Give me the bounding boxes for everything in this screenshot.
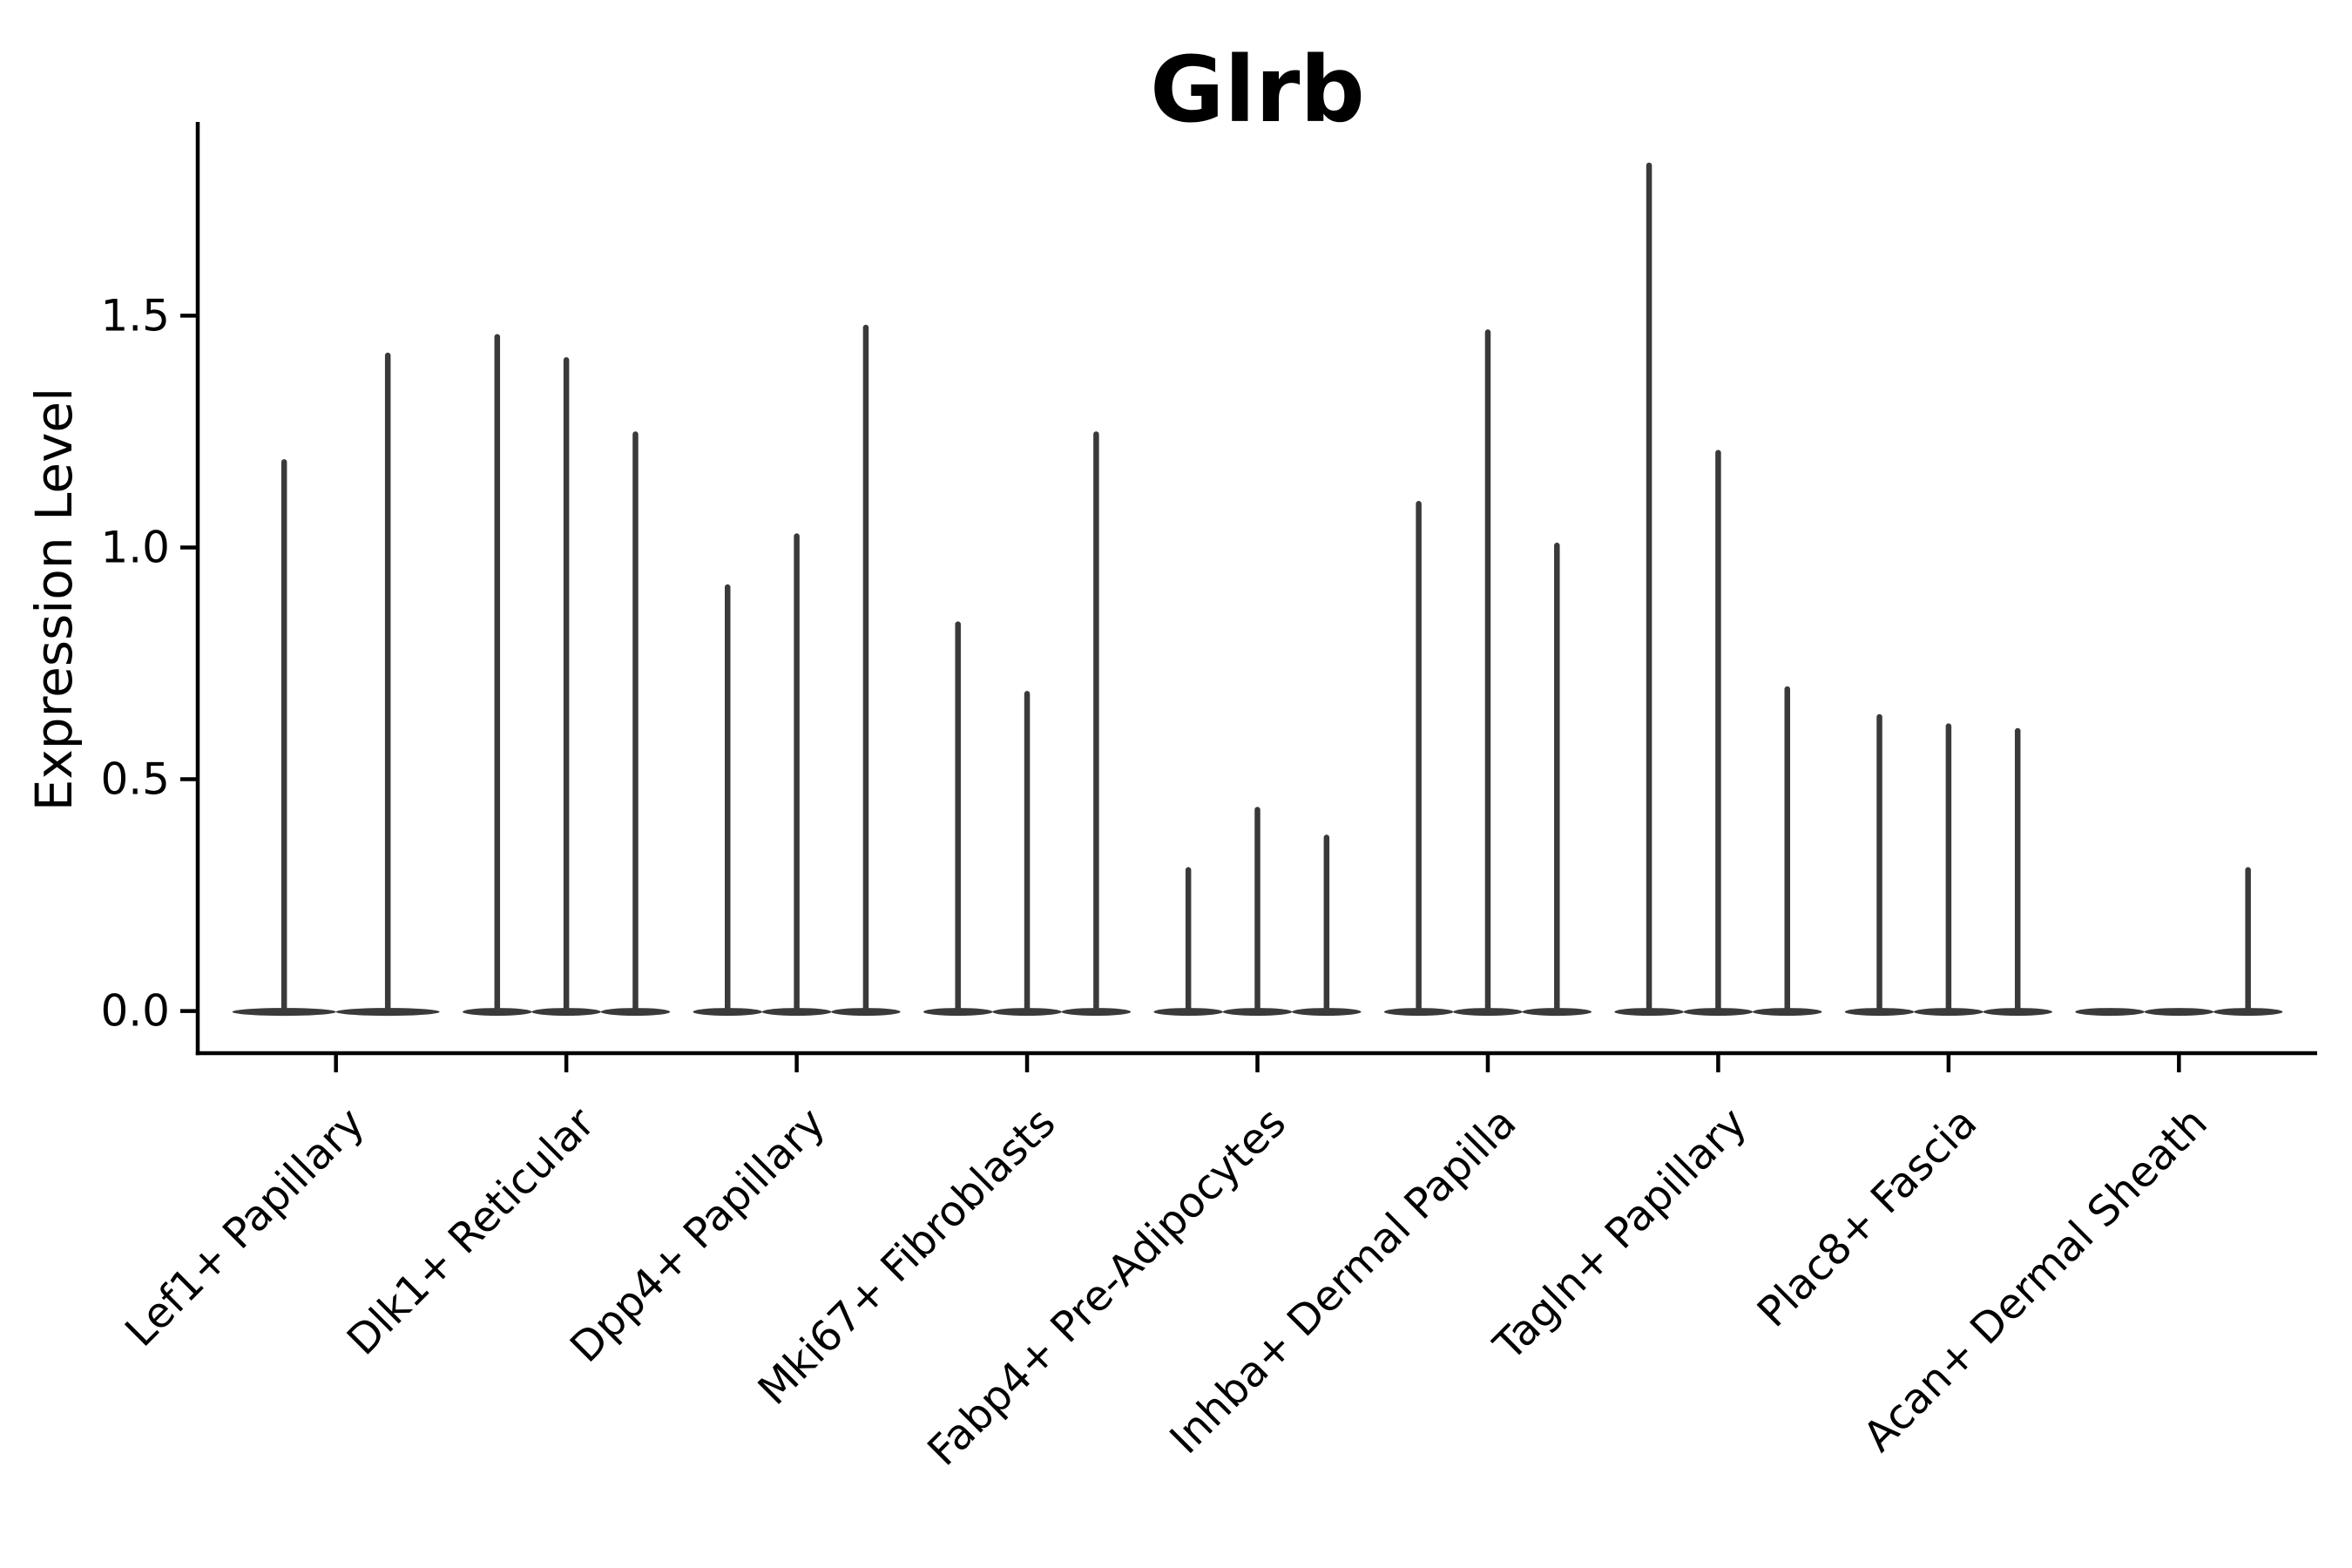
y-tick-label: 1.0 [100,522,170,572]
x-tick-label: Tagln+ Papillary [1484,1098,1756,1370]
plot-title: Glrb [1150,37,1365,143]
x-tick-label: Plac8+ Fascia [1748,1098,1987,1337]
x-tick-label: Dpp4+ Papillary [561,1098,835,1372]
x-tick-label: Lef1+ Papillary [116,1098,374,1356]
y-tick-label: 1.5 [100,290,170,341]
violin-base [2144,1008,2213,1017]
violin-base [2075,1008,2145,1017]
x-tick-label: Dlk1+ Reticular [338,1098,605,1365]
y-tick-label: 0.5 [100,754,170,805]
y-tick-label: 0.0 [100,986,170,1037]
